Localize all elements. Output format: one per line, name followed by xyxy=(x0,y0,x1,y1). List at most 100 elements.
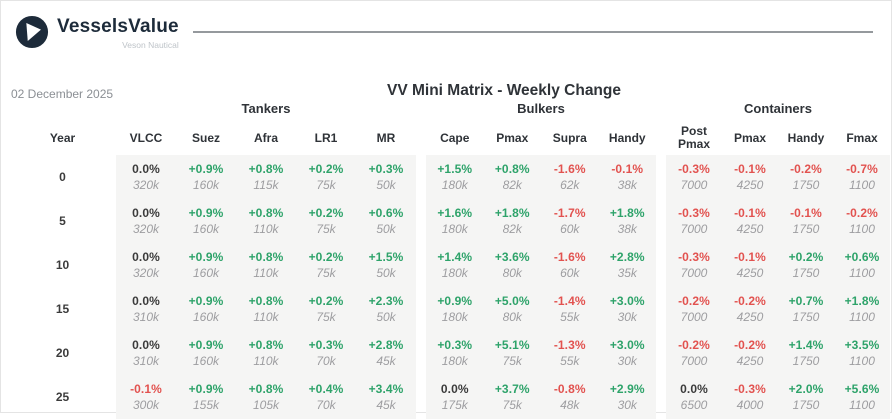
weekly-change-percent: +0.8% xyxy=(248,206,284,220)
vessel-value: 82k xyxy=(502,222,522,236)
vessel-value: 60k xyxy=(560,222,580,236)
vessel-value: 110k xyxy=(253,222,279,236)
weekly-change-percent: -0.8% xyxy=(553,382,586,396)
weekly-change-percent: +1.6% xyxy=(437,206,473,220)
vessel-value: 110k xyxy=(253,310,279,324)
year-label: 15 xyxy=(55,302,70,316)
vessel-value: 110k xyxy=(253,354,279,368)
vessel-value: 82k xyxy=(502,178,522,192)
vessel-value: 45k xyxy=(376,354,396,368)
column-header-mr: MR xyxy=(376,130,396,145)
vessel-value: 48k xyxy=(560,398,580,412)
year-label: 0 xyxy=(59,170,66,184)
vessel-value: 45k xyxy=(376,398,396,412)
matrix-cell: +0.3% 70k xyxy=(296,331,356,375)
matrix-cell: -1.6% 60k xyxy=(541,243,599,287)
weekly-change-percent: -1.6% xyxy=(553,250,586,264)
matrix-cell: 0.0% 175k xyxy=(426,375,484,419)
group-title-tankers: Tankers xyxy=(241,101,291,116)
vessel-value: 70k xyxy=(316,398,336,412)
column-header-supra: Supra xyxy=(552,130,587,145)
vessel-value: 50k xyxy=(376,178,396,192)
vessel-value: 300k xyxy=(132,398,160,412)
weekly-change-percent: -0.1% xyxy=(734,250,766,264)
report-date: 02 December 2025 xyxy=(11,87,114,101)
weekly-change-percent: +2.9% xyxy=(609,382,645,396)
weekly-change-percent: 0.0% xyxy=(132,206,160,220)
weekly-change-percent: -1.4% xyxy=(553,294,586,308)
column-header-suez: Suez xyxy=(191,130,220,145)
matrix-cell: -1.3% 55k xyxy=(541,331,599,375)
weekly-change-percent: -0.1% xyxy=(734,206,766,220)
weekly-change-percent: -1.6% xyxy=(553,162,586,176)
column-header-pmax: Pmax xyxy=(496,130,529,145)
weekly-change-percent: +3.5% xyxy=(844,338,880,352)
year-column-header: Year xyxy=(49,131,76,145)
vessel-value: 1100 xyxy=(849,178,875,192)
column-header-vlcc: VLCC xyxy=(129,130,163,145)
report-header: VesselsValue Veson Nautical xyxy=(1,1,891,50)
weekly-change-percent: +0.3% xyxy=(308,338,344,352)
matrix-cell: +1.8% 38k xyxy=(599,199,657,243)
weekly-change-percent: -1.7% xyxy=(553,206,586,220)
matrix-cell: +1.6% 180k xyxy=(426,199,484,243)
matrix-cell: +0.8% 110k xyxy=(236,199,296,243)
brand-text: VesselsValue Veson Nautical xyxy=(57,15,179,50)
matrix-cell: +0.8% 115k xyxy=(236,155,296,199)
weekly-change-percent: -0.2% xyxy=(678,338,710,352)
matrix-cell: -0.3% 7000 xyxy=(666,155,722,199)
vessel-value: 50k xyxy=(376,222,396,236)
matrix-cell: -0.1% 4250 xyxy=(722,199,778,243)
vessel-value: 75k xyxy=(502,354,522,368)
weekly-change-percent: +0.2% xyxy=(308,206,344,220)
matrix-cell: -0.2% 1750 xyxy=(778,155,834,199)
weekly-change-percent: +0.7% xyxy=(788,294,824,308)
containers-block: Containers Post Pmax Pmax Handy Fmax -0.3% 7… xyxy=(666,101,890,419)
group-title-containers: Containers xyxy=(744,101,812,116)
weekly-change-percent: 0.0% xyxy=(132,294,160,308)
weekly-change-percent: 0.0% xyxy=(680,382,708,396)
vessel-value: 320k xyxy=(132,222,160,236)
vessel-value: 75k xyxy=(316,310,336,324)
vessel-value: 30k xyxy=(617,354,637,368)
matrix-cell: +5.1% 75k xyxy=(484,331,542,375)
vessel-value: 180k xyxy=(441,310,468,324)
year-label: 25 xyxy=(55,390,70,404)
vessel-value: 7000 xyxy=(680,310,708,324)
weekly-change-percent: -0.2% xyxy=(734,294,766,308)
vessel-value: 1750 xyxy=(792,354,820,368)
vessel-value: 50k xyxy=(376,310,396,324)
matrix-cell: +0.7% 1750 xyxy=(778,287,834,331)
weekly-change-percent: -0.3% xyxy=(678,206,710,220)
vessel-value: 30k xyxy=(617,310,637,324)
bulkers-body: +1.5% 180k +0.8% 82k -1.6% 62k -0.1% 38k +1.6% 18… xyxy=(426,155,656,419)
matrix-cell: +1.4% 1750 xyxy=(778,331,834,375)
vessel-value: 4250 xyxy=(736,354,764,368)
weekly-change-percent: +2.8% xyxy=(609,250,645,264)
vessel-value: 1100 xyxy=(849,266,875,280)
matrix-cell: -1.4% 55k xyxy=(541,287,599,331)
vessel-value: 1100 xyxy=(849,354,875,368)
matrix-cell: 0.0% 320k xyxy=(116,199,176,243)
weekly-change-percent: +0.8% xyxy=(494,162,530,176)
weekly-change-percent: +0.9% xyxy=(188,294,224,308)
tankers-column-headers: VLCC Suez Afra LR1 MR xyxy=(116,121,416,155)
matrix-cell: -0.2% 7000 xyxy=(666,287,722,331)
vessel-value: 1750 xyxy=(792,310,820,324)
header-rule xyxy=(192,31,873,33)
matrix-cell: +0.2% 75k xyxy=(296,199,356,243)
column-header-afra: Afra xyxy=(253,130,278,145)
vessel-value: 1100 xyxy=(849,222,875,236)
vessel-value: 320k xyxy=(132,266,160,280)
vessel-value: 30k xyxy=(617,398,637,412)
weekly-change-percent: +0.9% xyxy=(188,250,224,264)
vessel-value: 60k xyxy=(560,266,580,280)
vessel-value: 1750 xyxy=(792,178,820,192)
vessel-value: 320k xyxy=(132,178,160,192)
vessel-value: 115k xyxy=(253,178,279,192)
matrix-cell: -0.1% 300k xyxy=(116,375,176,419)
weekly-change-percent: +1.5% xyxy=(437,162,473,176)
column-header-fmax: Fmax xyxy=(846,130,878,145)
matrix-cell: -0.2% 1100 xyxy=(834,199,890,243)
